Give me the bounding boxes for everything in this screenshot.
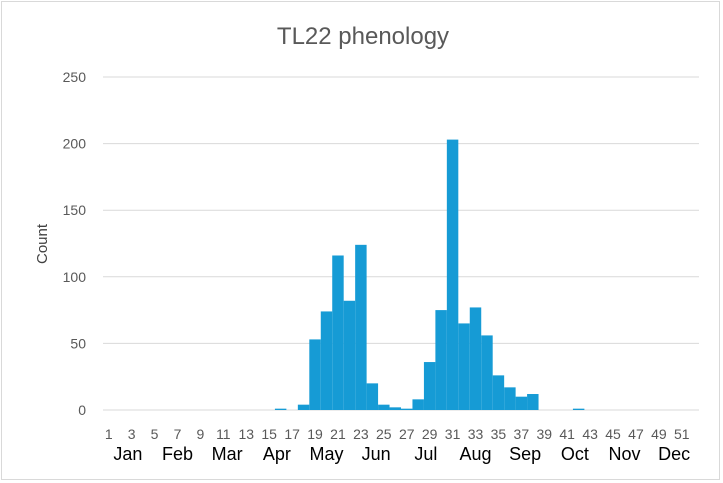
bar [320, 311, 333, 410]
x-tick-label: 39 [536, 426, 552, 442]
bars [274, 139, 585, 410]
month-label: Sep [509, 444, 541, 464]
x-tick-label: 5 [151, 426, 159, 442]
month-label: Aug [459, 444, 491, 464]
bar [572, 408, 585, 410]
month-label: Apr [263, 444, 291, 464]
x-tick-label: 7 [174, 426, 182, 442]
bar [297, 404, 310, 410]
bar [309, 339, 321, 410]
x-tick-label: 29 [422, 426, 438, 442]
y-tick-label: 200 [63, 136, 87, 152]
bar [527, 394, 539, 410]
x-tick-label: 17 [284, 426, 300, 442]
x-tick-label: 1 [105, 426, 113, 442]
chart-title: TL22 phenology [277, 23, 449, 50]
x-tick-label: 15 [261, 426, 277, 442]
y-tick-label: 250 [63, 69, 87, 85]
y-axis-label: Count [34, 223, 51, 264]
bar [481, 335, 493, 410]
bar [378, 404, 390, 410]
y-tick-label: 100 [63, 269, 87, 285]
x-tick-label: 47 [628, 426, 644, 442]
bar [435, 310, 447, 410]
month-label: May [309, 444, 343, 464]
month-labels: Jan Feb Mar Apr May Jun Jul Aug Sep Oct Nov Dec [113, 444, 690, 464]
y-tick-label: 150 [63, 202, 87, 218]
y-tick-label: 50 [70, 335, 86, 351]
bar [343, 300, 356, 410]
month-label: Mar [212, 444, 243, 464]
x-axis-ticks: 1 3 5 7 9 11 13 15 17 19 21 23 25 27 29 31 33 35 37 39 41 43 4… [105, 426, 690, 442]
bar [492, 375, 505, 410]
y-axis-ticks: 0 50 100 150 200 250 [63, 69, 87, 418]
x-tick-label: 25 [376, 426, 392, 442]
month-label: Nov [608, 444, 640, 464]
month-label: Oct [561, 444, 589, 464]
bar [458, 323, 470, 410]
bar [515, 396, 528, 410]
x-tick-label: 27 [399, 426, 415, 442]
x-tick-label: 37 [514, 426, 530, 442]
bar [504, 387, 516, 410]
x-tick-label: 35 [491, 426, 507, 442]
x-tick-label: 11 [216, 426, 231, 442]
x-tick-label: 3 [128, 426, 136, 442]
month-label: Feb [162, 444, 193, 464]
month-label: Jan [113, 444, 142, 464]
x-tick-label: 45 [605, 426, 621, 442]
x-tick-label: 41 [559, 426, 575, 442]
bar [355, 244, 367, 410]
x-tick-label: 51 [674, 426, 690, 442]
bar [274, 408, 287, 410]
bar [366, 383, 379, 410]
bar [446, 139, 459, 410]
month-label: Jul [414, 444, 437, 464]
month-label: Dec [658, 444, 690, 464]
x-tick-label: 33 [468, 426, 484, 442]
x-tick-label: 23 [353, 426, 369, 442]
x-tick-label: 43 [582, 426, 598, 442]
x-tick-label: 19 [307, 426, 323, 442]
bar [401, 408, 413, 410]
y-tick-label: 0 [78, 402, 86, 418]
month-label: Jun [362, 444, 391, 464]
bar [469, 307, 482, 410]
x-tick-label: 9 [197, 426, 205, 442]
bar [332, 255, 344, 410]
gridlines [103, 76, 699, 411]
bar [389, 407, 401, 410]
bar [412, 399, 424, 410]
x-tick-label: 21 [330, 426, 346, 442]
x-tick-label: 49 [651, 426, 667, 442]
x-tick-label: 13 [238, 426, 254, 442]
x-tick-label: 31 [445, 426, 461, 442]
bar [423, 362, 436, 410]
